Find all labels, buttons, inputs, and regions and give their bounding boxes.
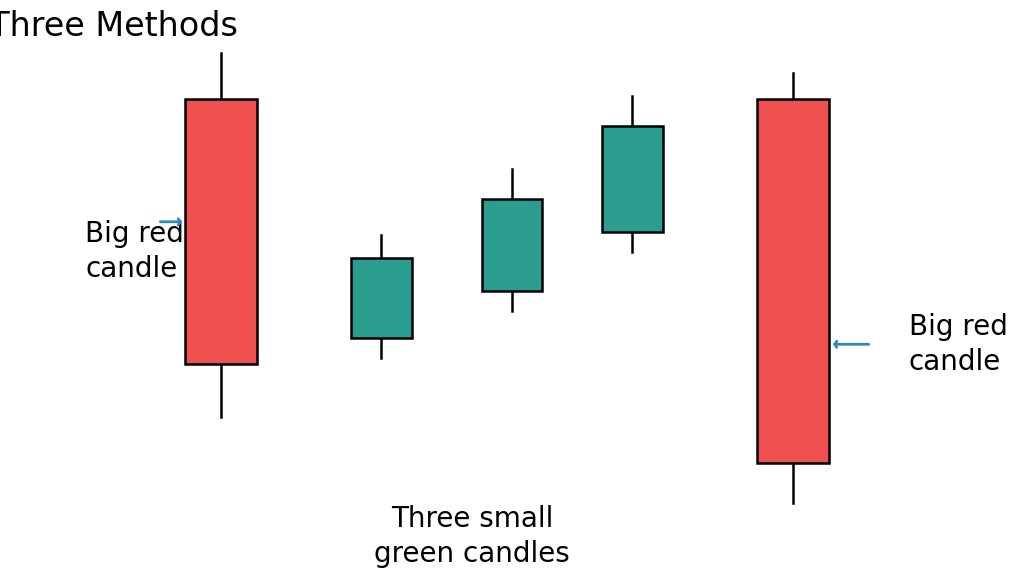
Text: Big red
candle: Big red candle: [85, 220, 184, 283]
Bar: [351, 258, 412, 338]
Text: Three small
green candles: Three small green candles: [374, 505, 569, 567]
Bar: [602, 126, 663, 232]
Bar: [757, 99, 829, 464]
Bar: [482, 199, 542, 291]
Text: Falling Three Methods: Falling Three Methods: [0, 10, 239, 43]
Bar: [184, 99, 257, 364]
Text: Big red
candle: Big red candle: [908, 313, 1008, 376]
